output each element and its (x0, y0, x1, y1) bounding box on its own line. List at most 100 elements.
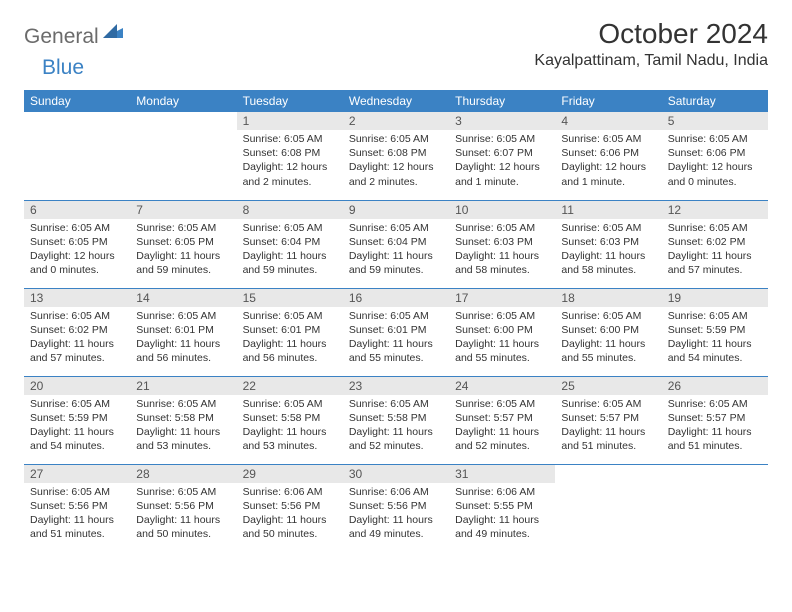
day-details: Sunrise: 6:05 AMSunset: 6:02 PMDaylight:… (24, 307, 130, 372)
day-cell: 14Sunrise: 6:05 AMSunset: 6:01 PMDayligh… (130, 288, 236, 376)
week-row: 27Sunrise: 6:05 AMSunset: 5:56 PMDayligh… (24, 464, 768, 552)
day-cell: 21Sunrise: 6:05 AMSunset: 5:58 PMDayligh… (130, 376, 236, 464)
day-cell: 16Sunrise: 6:05 AMSunset: 6:01 PMDayligh… (343, 288, 449, 376)
weekday-header: Wednesday (343, 90, 449, 112)
day-number: 17 (449, 289, 555, 307)
day-details: Sunrise: 6:05 AMSunset: 6:01 PMDaylight:… (130, 307, 236, 372)
day-details: Sunrise: 6:05 AMSunset: 5:57 PMDaylight:… (449, 395, 555, 460)
week-row: 20Sunrise: 6:05 AMSunset: 5:59 PMDayligh… (24, 376, 768, 464)
day-number: 7 (130, 201, 236, 219)
day-number: 28 (130, 465, 236, 483)
day-details: Sunrise: 6:05 AMSunset: 6:01 PMDaylight:… (343, 307, 449, 372)
day-details: Sunrise: 6:05 AMSunset: 5:58 PMDaylight:… (343, 395, 449, 460)
day-details: Sunrise: 6:05 AMSunset: 6:00 PMDaylight:… (449, 307, 555, 372)
day-details: Sunrise: 6:06 AMSunset: 5:56 PMDaylight:… (237, 483, 343, 548)
day-number: 27 (24, 465, 130, 483)
day-details: Sunrise: 6:05 AMSunset: 6:03 PMDaylight:… (449, 219, 555, 284)
day-number: 10 (449, 201, 555, 219)
month-title: October 2024 (534, 18, 768, 50)
day-cell: 27Sunrise: 6:05 AMSunset: 5:56 PMDayligh… (24, 464, 130, 552)
day-number: 6 (24, 201, 130, 219)
day-details: Sunrise: 6:05 AMSunset: 6:05 PMDaylight:… (24, 219, 130, 284)
day-cell (24, 112, 130, 200)
day-number: 16 (343, 289, 449, 307)
weekday-header: Tuesday (237, 90, 343, 112)
day-details: Sunrise: 6:05 AMSunset: 6:08 PMDaylight:… (237, 130, 343, 195)
day-details: Sunrise: 6:05 AMSunset: 5:59 PMDaylight:… (662, 307, 768, 372)
day-cell: 3Sunrise: 6:05 AMSunset: 6:07 PMDaylight… (449, 112, 555, 200)
day-number: 22 (237, 377, 343, 395)
location: Kayalpattinam, Tamil Nadu, India (534, 52, 768, 70)
day-number: 25 (555, 377, 661, 395)
day-cell: 31Sunrise: 6:06 AMSunset: 5:55 PMDayligh… (449, 464, 555, 552)
day-cell: 23Sunrise: 6:05 AMSunset: 5:58 PMDayligh… (343, 376, 449, 464)
day-details: Sunrise: 6:05 AMSunset: 6:02 PMDaylight:… (662, 219, 768, 284)
day-number: 23 (343, 377, 449, 395)
day-number: 8 (237, 201, 343, 219)
day-details: Sunrise: 6:05 AMSunset: 6:06 PMDaylight:… (662, 130, 768, 195)
title-block: October 2024 Kayalpattinam, Tamil Nadu, … (534, 18, 768, 70)
day-number: 13 (24, 289, 130, 307)
day-details: Sunrise: 6:05 AMSunset: 6:01 PMDaylight:… (237, 307, 343, 372)
day-number: 20 (24, 377, 130, 395)
day-cell: 1Sunrise: 6:05 AMSunset: 6:08 PMDaylight… (237, 112, 343, 200)
day-cell: 24Sunrise: 6:05 AMSunset: 5:57 PMDayligh… (449, 376, 555, 464)
weekday-row: SundayMondayTuesdayWednesdayThursdayFrid… (24, 90, 768, 112)
day-details: Sunrise: 6:05 AMSunset: 5:56 PMDaylight:… (130, 483, 236, 548)
brand-logo: General (24, 18, 125, 49)
day-details: Sunrise: 6:05 AMSunset: 6:00 PMDaylight:… (555, 307, 661, 372)
day-number: 31 (449, 465, 555, 483)
day-cell: 30Sunrise: 6:06 AMSunset: 5:56 PMDayligh… (343, 464, 449, 552)
weekday-header: Thursday (449, 90, 555, 112)
day-details: Sunrise: 6:05 AMSunset: 6:03 PMDaylight:… (555, 219, 661, 284)
day-cell: 9Sunrise: 6:05 AMSunset: 6:04 PMDaylight… (343, 200, 449, 288)
calendar-head: SundayMondayTuesdayWednesdayThursdayFrid… (24, 90, 768, 112)
day-details: Sunrise: 6:05 AMSunset: 6:08 PMDaylight:… (343, 130, 449, 195)
day-number: 1 (237, 112, 343, 130)
day-details: Sunrise: 6:05 AMSunset: 5:57 PMDaylight:… (662, 395, 768, 460)
day-cell: 19Sunrise: 6:05 AMSunset: 5:59 PMDayligh… (662, 288, 768, 376)
day-cell: 11Sunrise: 6:05 AMSunset: 6:03 PMDayligh… (555, 200, 661, 288)
day-cell: 28Sunrise: 6:05 AMSunset: 5:56 PMDayligh… (130, 464, 236, 552)
day-details: Sunrise: 6:06 AMSunset: 5:55 PMDaylight:… (449, 483, 555, 548)
day-number: 12 (662, 201, 768, 219)
day-cell: 5Sunrise: 6:05 AMSunset: 6:06 PMDaylight… (662, 112, 768, 200)
brand-part2: Blue (42, 56, 84, 79)
week-row: 1Sunrise: 6:05 AMSunset: 6:08 PMDaylight… (24, 112, 768, 200)
day-number: 2 (343, 112, 449, 130)
weekday-header: Sunday (24, 90, 130, 112)
day-cell: 12Sunrise: 6:05 AMSunset: 6:02 PMDayligh… (662, 200, 768, 288)
week-row: 13Sunrise: 6:05 AMSunset: 6:02 PMDayligh… (24, 288, 768, 376)
day-cell: 17Sunrise: 6:05 AMSunset: 6:00 PMDayligh… (449, 288, 555, 376)
day-cell: 2Sunrise: 6:05 AMSunset: 6:08 PMDaylight… (343, 112, 449, 200)
day-cell: 6Sunrise: 6:05 AMSunset: 6:05 PMDaylight… (24, 200, 130, 288)
day-details: Sunrise: 6:05 AMSunset: 6:06 PMDaylight:… (555, 130, 661, 195)
day-details: Sunrise: 6:05 AMSunset: 5:56 PMDaylight:… (24, 483, 130, 548)
day-cell: 4Sunrise: 6:05 AMSunset: 6:06 PMDaylight… (555, 112, 661, 200)
day-details: Sunrise: 6:05 AMSunset: 5:59 PMDaylight:… (24, 395, 130, 460)
day-cell: 22Sunrise: 6:05 AMSunset: 5:58 PMDayligh… (237, 376, 343, 464)
weekday-header: Monday (130, 90, 236, 112)
calendar-table: SundayMondayTuesdayWednesdayThursdayFrid… (24, 90, 768, 552)
day-details: Sunrise: 6:05 AMSunset: 6:04 PMDaylight:… (237, 219, 343, 284)
day-number: 26 (662, 377, 768, 395)
day-cell: 26Sunrise: 6:05 AMSunset: 5:57 PMDayligh… (662, 376, 768, 464)
day-details: Sunrise: 6:05 AMSunset: 5:57 PMDaylight:… (555, 395, 661, 460)
day-cell: 13Sunrise: 6:05 AMSunset: 6:02 PMDayligh… (24, 288, 130, 376)
weekday-header: Friday (555, 90, 661, 112)
day-details: Sunrise: 6:05 AMSunset: 5:58 PMDaylight:… (237, 395, 343, 460)
day-number: 9 (343, 201, 449, 219)
day-cell (662, 464, 768, 552)
day-cell: 10Sunrise: 6:05 AMSunset: 6:03 PMDayligh… (449, 200, 555, 288)
day-details: Sunrise: 6:05 AMSunset: 6:05 PMDaylight:… (130, 219, 236, 284)
day-cell: 20Sunrise: 6:05 AMSunset: 5:59 PMDayligh… (24, 376, 130, 464)
day-cell: 25Sunrise: 6:05 AMSunset: 5:57 PMDayligh… (555, 376, 661, 464)
day-number: 15 (237, 289, 343, 307)
day-details: Sunrise: 6:06 AMSunset: 5:56 PMDaylight:… (343, 483, 449, 548)
day-cell: 18Sunrise: 6:05 AMSunset: 6:00 PMDayligh… (555, 288, 661, 376)
day-number: 24 (449, 377, 555, 395)
day-number: 4 (555, 112, 661, 130)
day-number: 18 (555, 289, 661, 307)
day-number: 5 (662, 112, 768, 130)
day-cell (555, 464, 661, 552)
